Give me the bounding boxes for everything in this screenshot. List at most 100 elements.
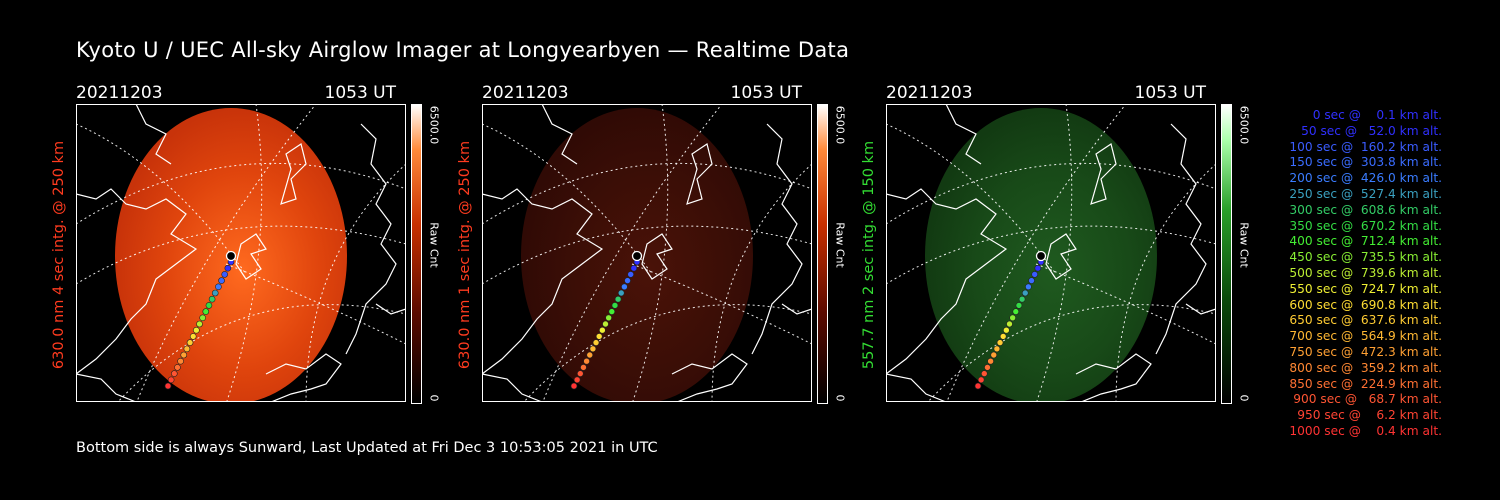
track-point bbox=[224, 264, 232, 272]
grid-line bbox=[1115, 163, 1216, 402]
track-point bbox=[573, 376, 581, 384]
track-point bbox=[189, 333, 197, 340]
coastline bbox=[345, 123, 397, 355]
track-point bbox=[167, 376, 175, 384]
coastline bbox=[76, 373, 137, 402]
colorbar bbox=[411, 104, 422, 404]
coastline bbox=[482, 188, 604, 375]
colorbar-max-label: 6500.0 bbox=[427, 105, 441, 145]
panel-side-label: 630.0 nm 1 sec intg. @ 250 km bbox=[456, 140, 473, 370]
track-point bbox=[621, 283, 628, 291]
track-point bbox=[186, 339, 194, 346]
observation-site-marker bbox=[631, 250, 643, 262]
track-point bbox=[199, 314, 206, 322]
legend-row: 200 sec @ 426.0 km alt. bbox=[1289, 171, 1442, 186]
track-point bbox=[577, 370, 584, 377]
track-point bbox=[624, 277, 631, 284]
track-point bbox=[1021, 289, 1029, 297]
track-point bbox=[984, 364, 991, 371]
track-point bbox=[164, 382, 172, 390]
grid-line bbox=[117, 304, 406, 402]
track-point bbox=[1009, 314, 1016, 322]
track-point bbox=[605, 314, 612, 322]
allsky-image bbox=[76, 104, 406, 402]
track-point bbox=[205, 302, 213, 309]
track-point bbox=[1031, 271, 1038, 278]
colorbar-unit-label: Raw Cnt bbox=[427, 222, 441, 268]
track-point bbox=[589, 345, 597, 353]
track-point bbox=[171, 370, 178, 377]
panel-557nm-2sec: 20211203 1053 UT 557.7 nm 2 sec intg. @ … bbox=[861, 80, 1286, 430]
track-point bbox=[1018, 295, 1026, 303]
legend-row: 450 sec @ 735.5 km alt. bbox=[1289, 250, 1442, 265]
track-point bbox=[586, 351, 594, 359]
colorbar-min-label: 0 bbox=[1237, 394, 1251, 402]
coastline bbox=[1185, 303, 1216, 315]
colorbar-unit-label: Raw Cnt bbox=[833, 222, 847, 268]
coastline bbox=[886, 188, 1008, 375]
grid-line bbox=[886, 123, 1057, 275]
grid-line bbox=[305, 163, 406, 402]
coastline bbox=[945, 104, 982, 165]
panel-time: 1053 UT bbox=[324, 83, 397, 103]
panel-time: 1053 UT bbox=[730, 83, 803, 103]
coastline bbox=[781, 303, 812, 315]
legend-row: 150 sec @ 303.8 km alt. bbox=[1289, 155, 1442, 170]
track-point bbox=[599, 326, 606, 334]
legend-row: 750 sec @ 472.3 km alt. bbox=[1289, 344, 1442, 359]
panel-630nm-4sec: 20211203 1053 UT 630.0 nm 4 sec intg. @ … bbox=[51, 80, 476, 430]
legend-row: 50 sec @ 52.0 km alt. bbox=[1301, 123, 1442, 138]
grid-line bbox=[226, 104, 263, 402]
legend-row: 400 sec @ 712.4 km alt. bbox=[1289, 234, 1442, 249]
legend-row: 300 sec @ 608.6 km alt. bbox=[1289, 202, 1442, 217]
coastline bbox=[135, 104, 172, 165]
coastline bbox=[671, 353, 748, 402]
page-title: Kyoto U / UEC All-sky Airglow Imager at … bbox=[76, 38, 850, 62]
footer-status: Bottom side is always Sunward, Last Upda… bbox=[76, 440, 658, 456]
grid-line bbox=[711, 163, 812, 402]
legend-row: 1000 sec @ 0.4 km alt. bbox=[1289, 423, 1442, 438]
panel-date: 20211203 bbox=[76, 83, 163, 103]
grid-line bbox=[631, 263, 812, 345]
track-point bbox=[592, 339, 600, 346]
track-point bbox=[177, 357, 184, 365]
grid-line bbox=[1036, 104, 1073, 402]
grid-line bbox=[76, 123, 247, 275]
grid-line bbox=[225, 263, 406, 345]
plot-frame bbox=[76, 104, 406, 402]
track-point bbox=[1025, 283, 1032, 291]
coastline bbox=[541, 104, 578, 165]
legend-row: 500 sec @ 739.6 km alt. bbox=[1289, 265, 1442, 280]
legend-row: 250 sec @ 527.4 km alt. bbox=[1289, 186, 1442, 201]
grid-line bbox=[523, 304, 812, 402]
track-point bbox=[193, 326, 200, 334]
panel-date: 20211203 bbox=[886, 83, 973, 103]
allsky-image bbox=[886, 104, 1216, 402]
coastline bbox=[235, 233, 267, 280]
track-point bbox=[583, 357, 590, 365]
grid-line bbox=[1035, 263, 1216, 345]
track-point bbox=[627, 271, 634, 278]
track-point bbox=[208, 295, 216, 303]
track-point bbox=[617, 289, 625, 297]
track-point bbox=[1003, 326, 1010, 334]
track-point bbox=[602, 320, 609, 328]
observation-site-marker bbox=[1035, 250, 1047, 262]
legend-row: 650 sec @ 637.6 km alt. bbox=[1289, 313, 1442, 328]
allsky-image bbox=[482, 104, 812, 402]
grid-line bbox=[927, 304, 1216, 402]
coastline bbox=[280, 143, 307, 205]
track-point bbox=[1034, 264, 1042, 272]
legend-row: 100 sec @ 160.2 km alt. bbox=[1289, 139, 1442, 154]
plot-frame bbox=[886, 104, 1216, 402]
track-point bbox=[221, 271, 228, 278]
coastline bbox=[482, 373, 543, 402]
track-point bbox=[1015, 302, 1023, 309]
legend-row: 800 sec @ 359.2 km alt. bbox=[1289, 360, 1442, 375]
coastline bbox=[265, 353, 342, 402]
track-point bbox=[1012, 308, 1020, 315]
track-point bbox=[218, 277, 225, 284]
colorbar bbox=[817, 104, 828, 404]
track-point bbox=[1028, 277, 1035, 284]
grid-line bbox=[886, 225, 1216, 285]
